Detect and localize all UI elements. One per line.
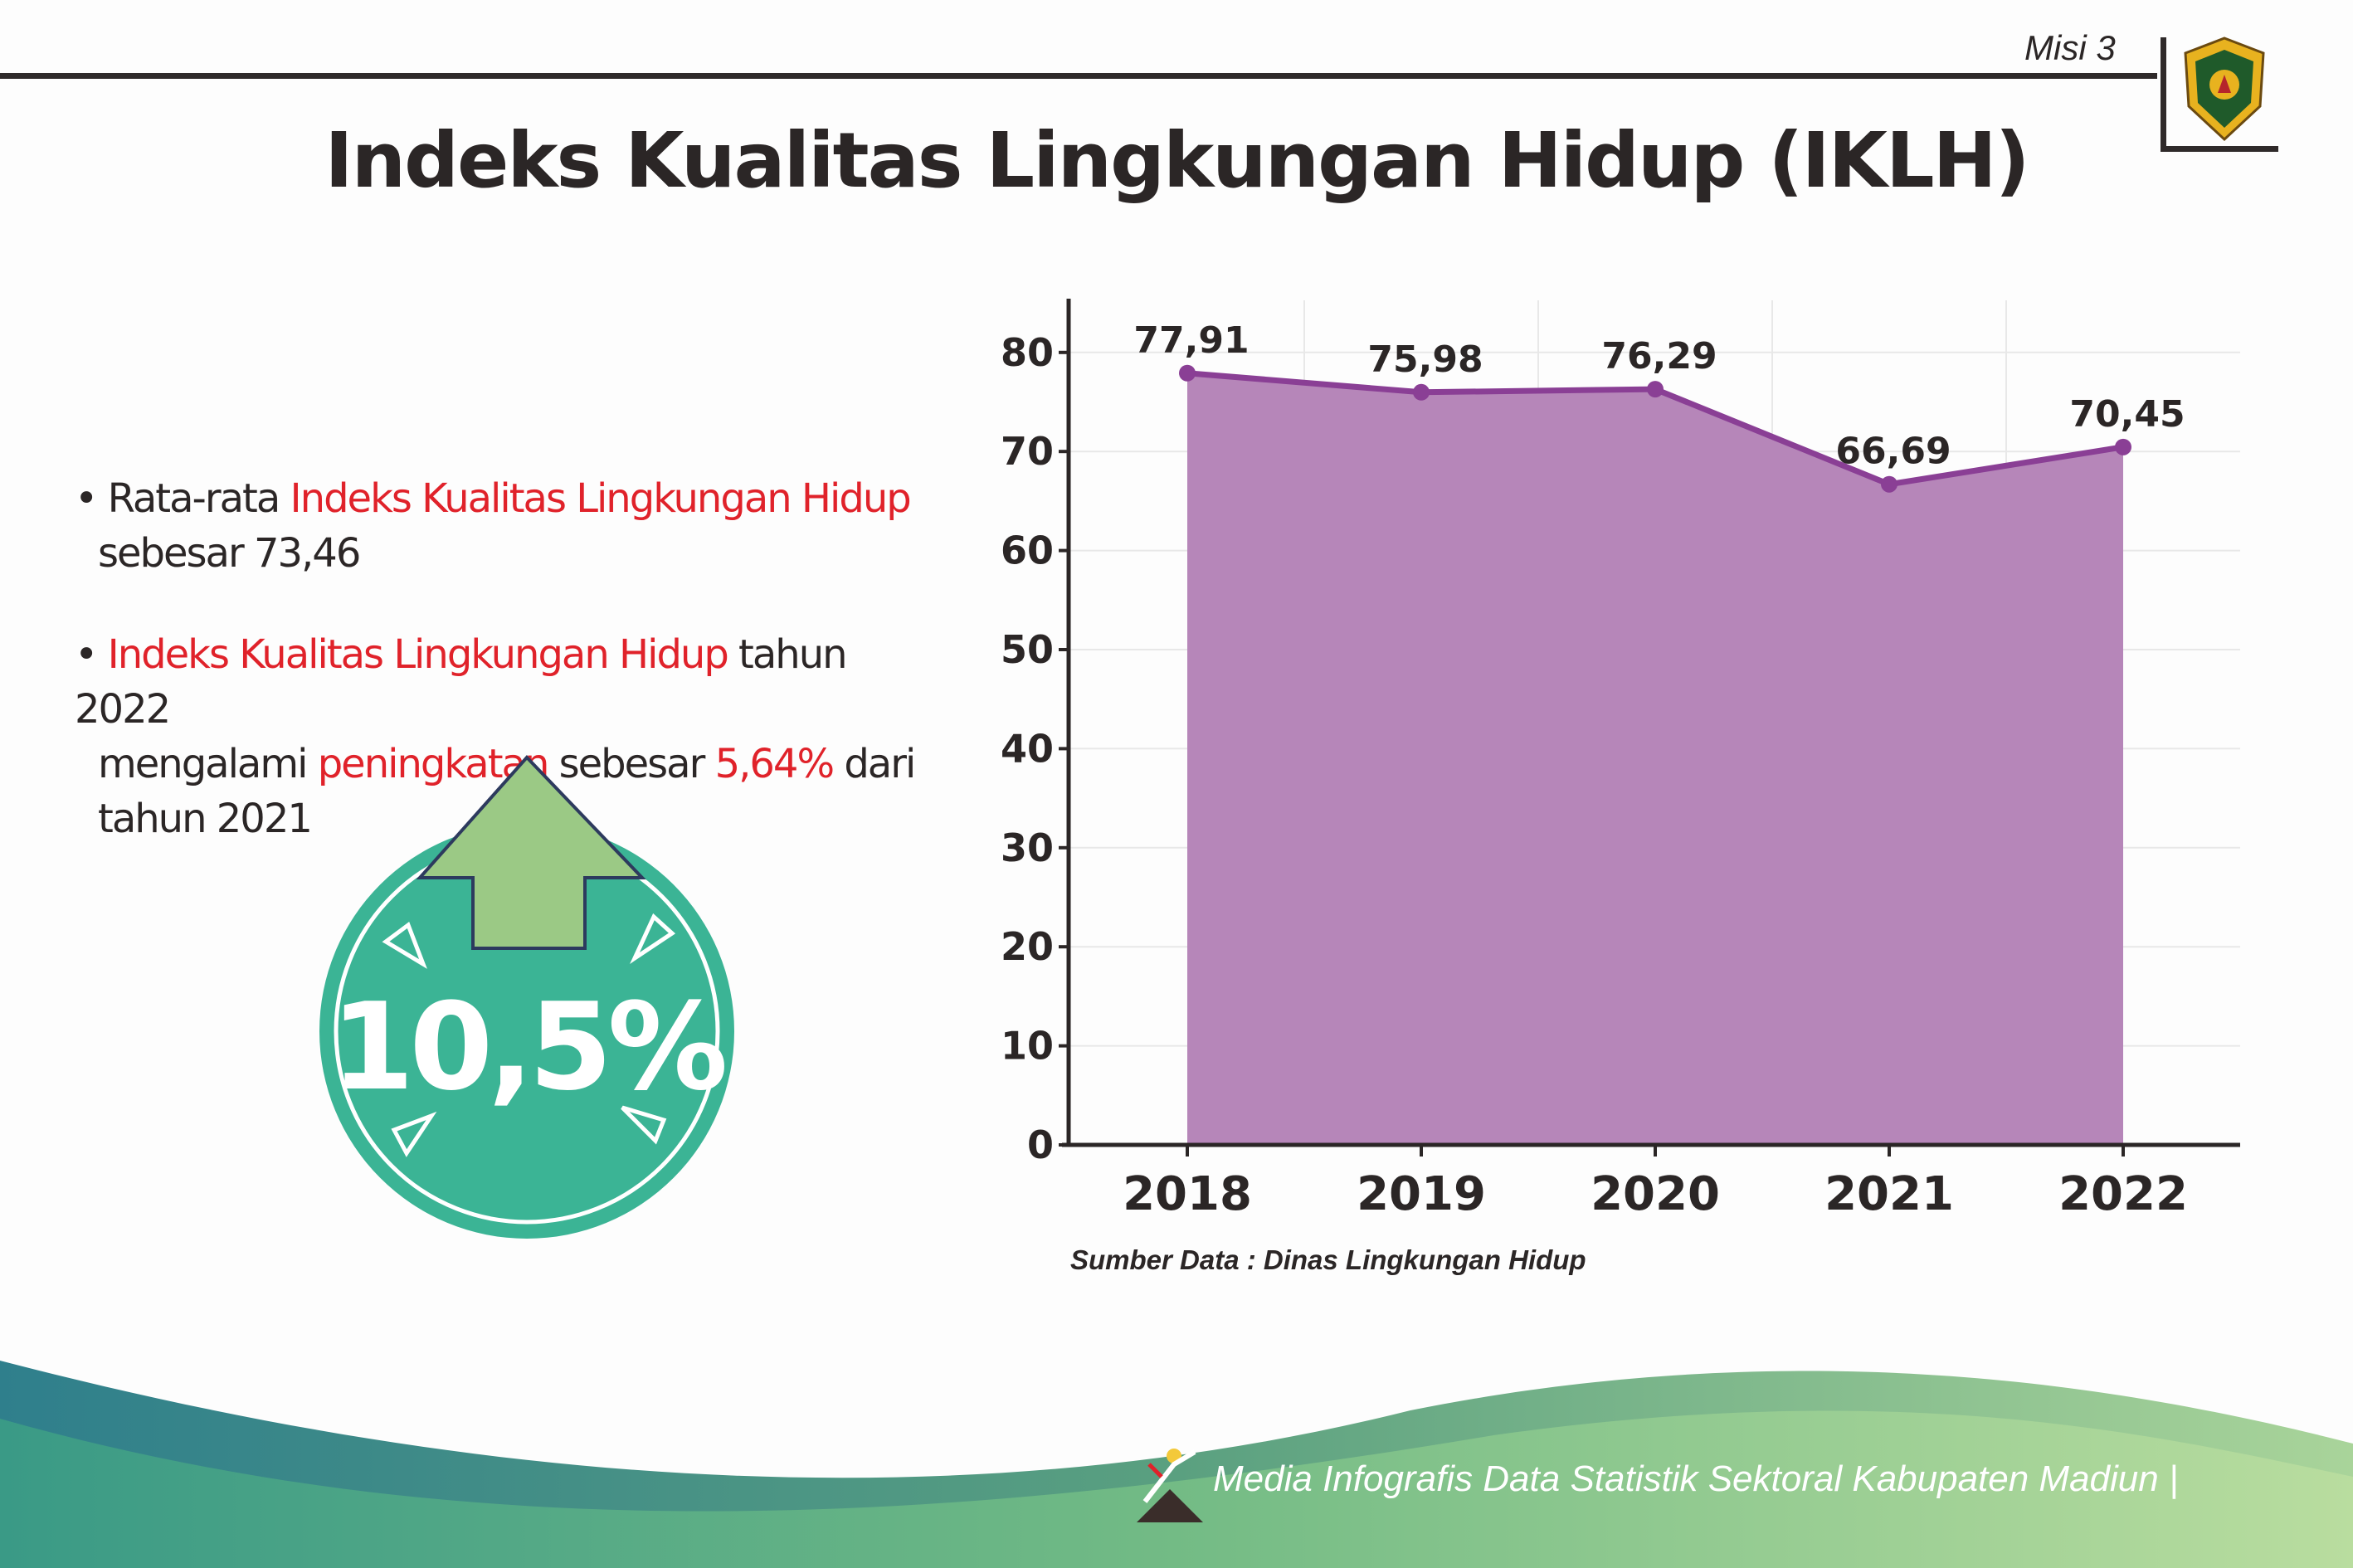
bullet-text: dari xyxy=(833,741,916,787)
page-title: Indeks Kualitas Lingkungan Hidup (IKLH) xyxy=(324,116,2029,205)
data-label: 75,98 xyxy=(1367,338,1483,381)
y-tick-label: 0 xyxy=(1027,1122,1054,1167)
bullet-highlight: Indeks Kualitas Lingkungan Hidup xyxy=(107,631,729,678)
bullet-highlight: Indeks Kualitas Lingkungan Hidup xyxy=(290,475,911,522)
x-tick-label: 2018 xyxy=(1123,1167,1252,1221)
kabupaten-madiun-logo xyxy=(2184,37,2265,142)
mission-label: Misi 3 xyxy=(2024,28,2116,67)
footer-logo-icon xyxy=(1137,1449,1203,1522)
bullet-increase: • Indeks Kualitas Lingkungan Hidup tahun… xyxy=(75,627,946,846)
y-tick-label: 40 xyxy=(1001,726,1054,771)
bullet-text: sebesar xyxy=(548,741,715,787)
badge-value: 10,5% xyxy=(330,977,724,1118)
x-tick-label: 2020 xyxy=(1591,1167,1720,1221)
bullet-highlight: 5,64% xyxy=(714,741,835,787)
header-divider xyxy=(0,73,2157,79)
y-tick-label: 70 xyxy=(1001,429,1054,474)
bullet-text: tahun 2022 xyxy=(75,631,848,733)
data-label: 66,69 xyxy=(1835,431,1951,473)
iklh-area-chart: 0 10 20 30 40 50 60 70 80 77,91 2018 75,98 2019 76,2… xyxy=(1001,299,2240,1221)
data-point xyxy=(1647,381,1664,398)
y-tick-label: 50 xyxy=(1001,627,1054,672)
data-label: 77,91 xyxy=(1133,319,1249,362)
footer-text: Media Infografis Data Statistik Sektoral… xyxy=(1213,1458,2179,1499)
data-source: Sumber Data : Dinas Lingkungan Hidup xyxy=(1070,1244,1586,1275)
y-tick-label: 60 xyxy=(1001,528,1054,573)
bullet-text: tahun 2021 xyxy=(98,796,313,842)
data-point xyxy=(2115,438,2131,455)
bullet-text: Rata-rata xyxy=(107,475,290,522)
y-tick-label: 10 xyxy=(1001,1024,1054,1069)
bullet-average: • Rata-rata Indeks Kualitas Lingkungan H… xyxy=(75,471,946,581)
x-tick-label: 2019 xyxy=(1357,1167,1486,1221)
data-point xyxy=(1413,383,1430,401)
area-fill xyxy=(1187,373,2123,1145)
corner-bracket xyxy=(2161,37,2166,151)
y-tick-label: 80 xyxy=(1001,330,1054,375)
bullet-text: mengalami xyxy=(98,741,318,787)
sparkle-icons xyxy=(382,913,676,1157)
y-tick-label: 20 xyxy=(1001,924,1054,969)
badge-circle xyxy=(319,824,734,1239)
y-tick-label: 30 xyxy=(1001,825,1054,870)
x-tick-label: 2022 xyxy=(2058,1167,2188,1221)
up-arrow-icon xyxy=(416,755,646,950)
increase-badge: 10,5% xyxy=(319,755,734,1239)
x-tick-label: 2021 xyxy=(1824,1167,1954,1221)
data-label: 70,45 xyxy=(2069,393,2185,436)
data-point xyxy=(1881,475,1898,493)
data-label: 76,29 xyxy=(1601,335,1717,377)
corner-bracket-base xyxy=(2161,146,2278,152)
data-point xyxy=(1179,364,1196,382)
bullet-text: sebesar 73,46 xyxy=(98,530,361,577)
